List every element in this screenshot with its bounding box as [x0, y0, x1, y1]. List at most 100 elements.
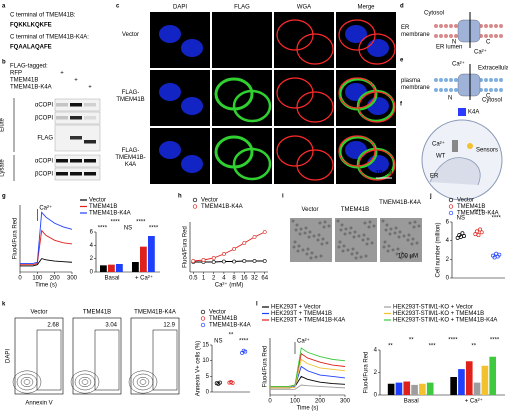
cell-texture [312, 234, 316, 238]
bar [148, 236, 155, 272]
legend-label: TMEM41B-K4A [201, 204, 243, 210]
cell-ring [358, 149, 396, 181]
lipid [449, 88, 453, 92]
label: C [486, 94, 491, 100]
cell-texture [383, 240, 387, 244]
cell-texture [366, 237, 370, 241]
cell-texture [367, 225, 371, 229]
label: FQAALAQAFE [10, 45, 52, 51]
sensor [467, 143, 473, 149]
y-tick-label: 0 [90, 270, 94, 276]
x-tick-label: 32 [251, 276, 258, 282]
dot [243, 349, 248, 354]
marker [232, 247, 237, 251]
label: FLAG [37, 136, 53, 142]
label: + [74, 78, 78, 84]
label: ER [430, 174, 439, 180]
marker [242, 241, 247, 245]
label: plasma membrane [401, 78, 430, 91]
cell-texture [387, 244, 391, 248]
y-tick-label: 0 [374, 393, 378, 399]
column-header: Vector [301, 207, 319, 213]
cell-texture [304, 226, 308, 230]
label: DAPI [6, 349, 12, 363]
cell-texture [293, 240, 297, 244]
band [56, 103, 68, 107]
line [20, 211, 73, 264]
cell-texture [355, 251, 359, 255]
cell-texture [412, 225, 416, 229]
annotation: Ca²⁺ [297, 338, 310, 345]
label: Sensors [476, 148, 498, 154]
bar [387, 383, 395, 395]
legend-label: TMEM41B-K4A [457, 211, 499, 217]
bar [458, 369, 465, 395]
y-tick-label: 10 [202, 358, 209, 364]
gate-value: 3.04 [105, 323, 117, 329]
contour [81, 379, 89, 385]
cell-texture [344, 227, 348, 231]
lipid [444, 78, 448, 82]
y-tick-label: 0 [446, 276, 450, 282]
cell-texture [317, 233, 321, 237]
contour [136, 377, 150, 388]
label: αCOPI [35, 159, 53, 165]
cell-texture [382, 245, 386, 249]
cell-texture [351, 247, 355, 251]
label: TMEM41B-K4A [10, 85, 52, 91]
cell-texture [398, 230, 402, 234]
lipid [444, 34, 448, 38]
x-tick-label: 0 [18, 276, 22, 282]
protein [457, 19, 481, 43]
cell-texture [407, 233, 411, 237]
bar [116, 264, 123, 272]
nucleus [181, 39, 203, 57]
cell-texture [370, 241, 374, 245]
legend-marker [192, 197, 198, 203]
marker [232, 259, 237, 264]
nucleus [367, 39, 389, 57]
significance: ** [471, 344, 476, 350]
cell-texture [298, 232, 302, 236]
y-tick-label: 4 [90, 243, 94, 249]
lipid [494, 78, 498, 82]
marker [211, 256, 216, 260]
gate [36, 329, 62, 391]
significance: *** [429, 344, 437, 350]
cell-texture [408, 221, 412, 225]
column-header: TMEM41B [340, 207, 370, 213]
panel-label: a [2, 4, 6, 10]
legend-marker [200, 316, 206, 321]
line [270, 352, 346, 387]
lipid [434, 88, 438, 92]
cell-texture [404, 255, 408, 259]
cell-ring [276, 19, 314, 51]
label: C terminal of TMEM41B-K4A: [10, 35, 89, 41]
micrograph [150, 128, 210, 184]
panel-label: j [429, 194, 432, 200]
legend-label: HEK293T + TMEM41B-K4A [271, 318, 345, 324]
bar [450, 377, 457, 395]
band [56, 172, 68, 176]
bar [108, 264, 115, 272]
cell-texture [363, 221, 367, 225]
bar [419, 383, 426, 395]
cell-ring [356, 89, 396, 123]
cell-texture [385, 223, 389, 227]
marker [221, 252, 226, 256]
band [70, 136, 82, 140]
line [270, 347, 346, 387]
significance: **** [474, 210, 484, 216]
label: ER membrane [401, 25, 430, 38]
x-tick-label: Basal [104, 276, 119, 282]
lipid [489, 88, 493, 92]
legend-marker [448, 204, 454, 209]
bar [395, 382, 403, 395]
label: Cytosol [482, 98, 502, 104]
line [20, 258, 73, 267]
lipid [484, 88, 488, 92]
contour [20, 377, 34, 388]
lipid [434, 34, 438, 38]
x-axis-label: Time (s) [35, 283, 57, 289]
